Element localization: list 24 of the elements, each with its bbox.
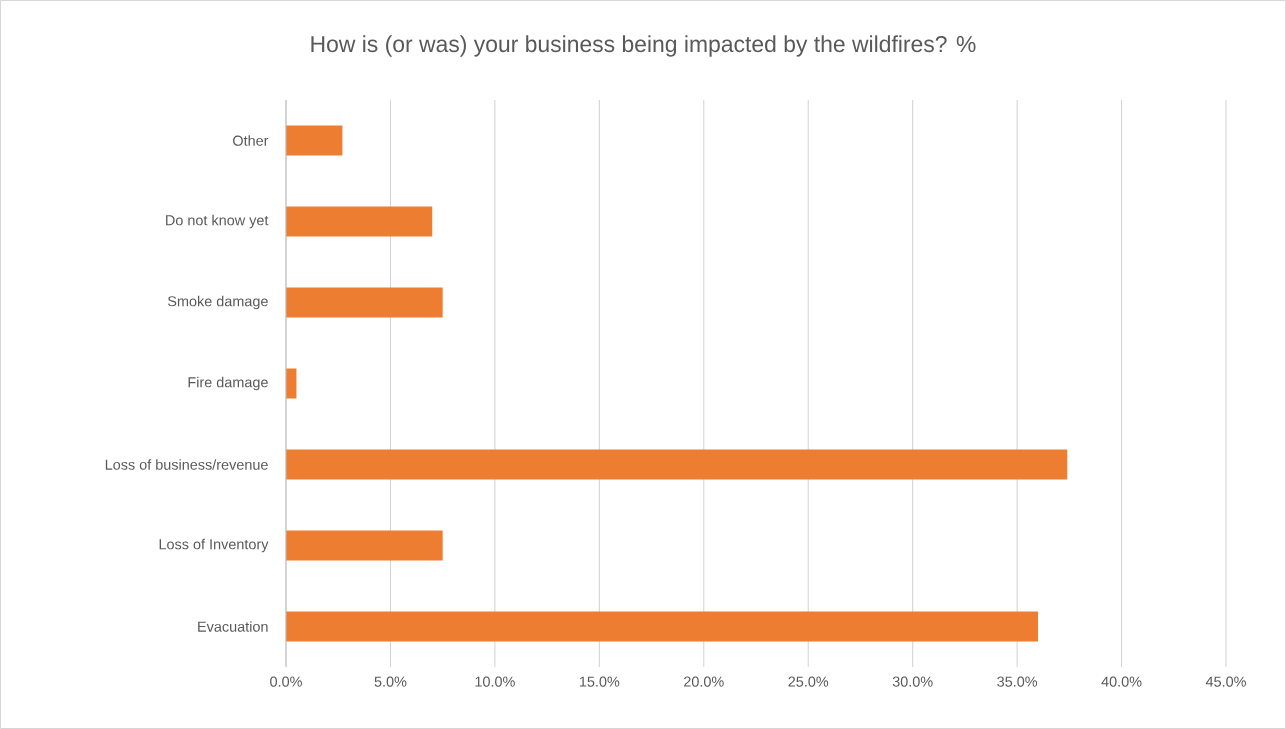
y-tick-label: Fire damage — [188, 376, 268, 391]
x-tick-label: 35.0% — [997, 676, 1038, 687]
y-tick-label: Loss of business/revenue — [105, 459, 268, 470]
y-tick-label: Loss of Inventory — [159, 538, 269, 553]
bar — [286, 206, 433, 237]
x-tick-label: 40.0% — [1101, 676, 1142, 687]
x-tick-label: 0.0% — [270, 676, 302, 687]
bar — [286, 125, 343, 156]
x-tick-label: 25.0% — [788, 676, 829, 687]
bar — [286, 530, 443, 561]
x-tick-label: 45.0% — [1205, 676, 1246, 687]
x-tick-label: 10.0% — [475, 676, 515, 687]
bar — [286, 287, 443, 318]
y-tick-label: Evacuation — [198, 621, 268, 632]
x-tick-label: 30.0% — [892, 676, 933, 687]
bar — [286, 611, 1039, 642]
x-tick-label: 20.0% — [684, 676, 724, 687]
x-tick-label: 5.0% — [374, 676, 407, 687]
y-tick-label: Other — [233, 135, 269, 146]
y-tick-label: Do not know yet — [166, 214, 269, 229]
y-tick-label: Smoke damage — [167, 295, 268, 310]
bar — [286, 449, 1068, 480]
chart-title: How is (or was) your business being impacted by the wildfires? % — [311, 35, 976, 57]
x-tick-label: 15.0% — [579, 676, 620, 687]
